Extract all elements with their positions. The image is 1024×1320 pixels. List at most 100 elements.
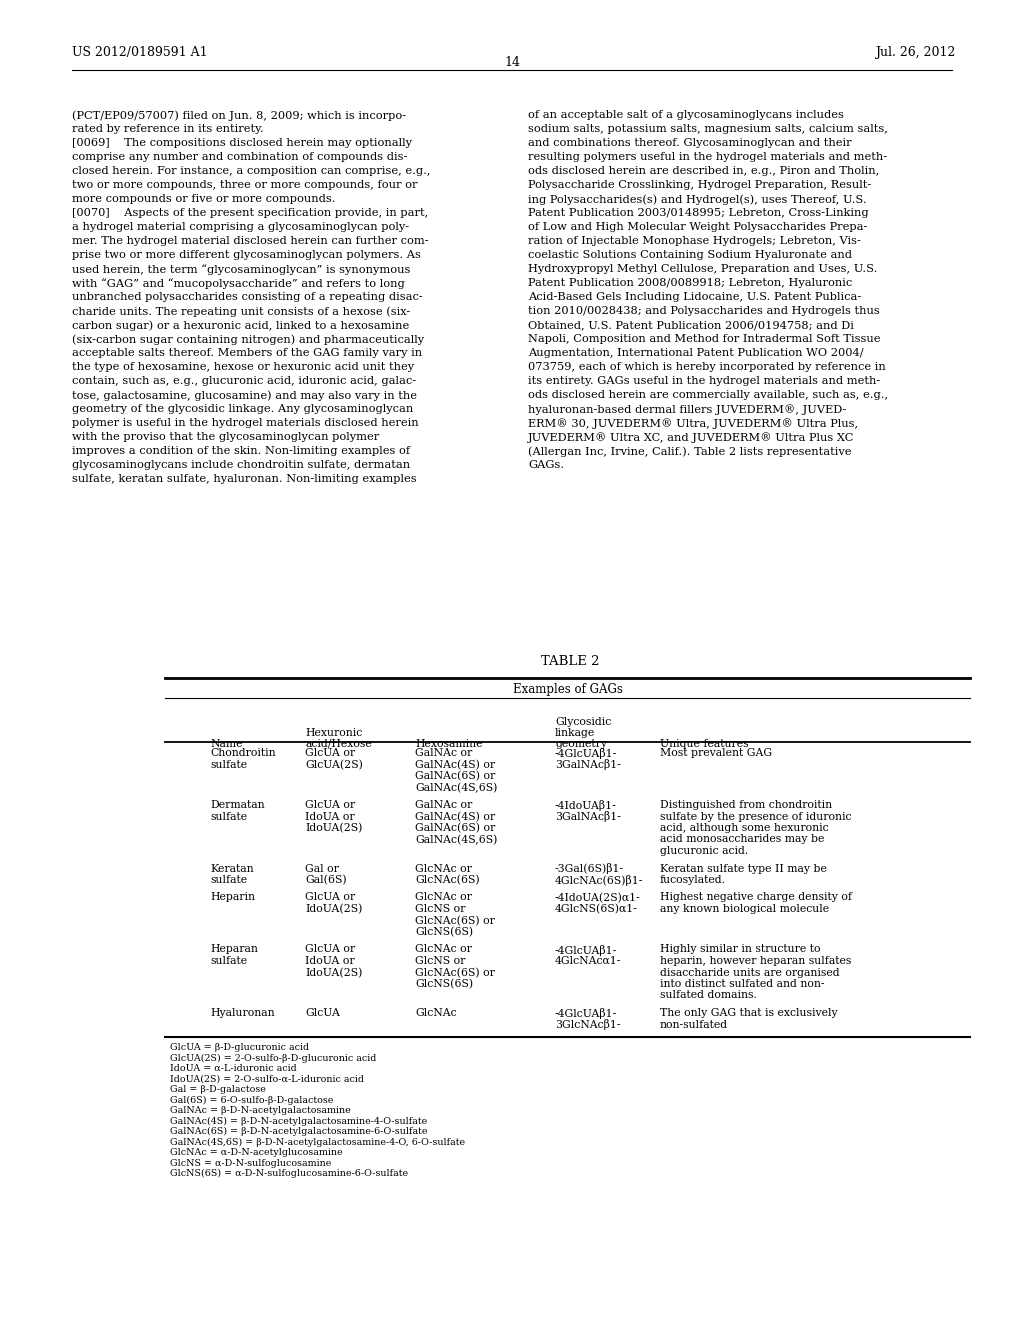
Text: used herein, the term “glycosaminoglycan” is synonymous: used herein, the term “glycosaminoglycan… xyxy=(72,264,411,275)
Text: 4GlcNS(6S)α1-: 4GlcNS(6S)α1- xyxy=(555,904,638,915)
Text: GlcNS(6S) = α-D-N-sulfoglucosamine-6-O-sulfate: GlcNS(6S) = α-D-N-sulfoglucosamine-6-O-s… xyxy=(170,1170,409,1179)
Text: Distinguished from chondroitin: Distinguished from chondroitin xyxy=(660,800,833,810)
Text: IdoUA(2S): IdoUA(2S) xyxy=(305,904,362,915)
Text: Chondroitin: Chondroitin xyxy=(210,748,275,758)
Text: -4GlcUAβ1-: -4GlcUAβ1- xyxy=(555,748,617,759)
Text: ration of Injectable Monophase Hydrogels; Lebreton, Vis-: ration of Injectable Monophase Hydrogels… xyxy=(528,236,861,246)
Text: GalNAc(4S) or: GalNAc(4S) or xyxy=(415,759,496,770)
Text: -4GlcUAβ1-: -4GlcUAβ1- xyxy=(555,945,617,956)
Text: Highest negative charge density of: Highest negative charge density of xyxy=(660,892,852,903)
Text: sulfate: sulfate xyxy=(210,759,247,770)
Text: 3GalNAcβ1-: 3GalNAcβ1- xyxy=(555,812,621,822)
Text: 14: 14 xyxy=(504,55,520,69)
Text: carbon sugar) or a hexuronic acid, linked to a hexosamine: carbon sugar) or a hexuronic acid, linke… xyxy=(72,319,410,330)
Text: Name: Name xyxy=(210,739,243,748)
Text: of Low and High Molecular Weight Polysaccharides Prepa-: of Low and High Molecular Weight Polysac… xyxy=(528,222,867,232)
Text: closed herein. For instance, a composition can comprise, e.g.,: closed herein. For instance, a compositi… xyxy=(72,166,430,176)
Text: Augmentation, International Patent Publication WO 2004/: Augmentation, International Patent Publi… xyxy=(528,348,863,358)
Text: Obtained, U.S. Patent Publication 2006/0194758; and Di: Obtained, U.S. Patent Publication 2006/0… xyxy=(528,319,854,330)
Text: Hexosamine: Hexosamine xyxy=(415,739,482,748)
Text: GalNAc = β-D-N-acetylgalactosamine: GalNAc = β-D-N-acetylgalactosamine xyxy=(170,1106,351,1115)
Text: its entirety. GAGs useful in the hydrogel materials and meth-: its entirety. GAGs useful in the hydroge… xyxy=(528,376,881,385)
Text: sulfate: sulfate xyxy=(210,812,247,821)
Text: GalNAc(4S,6S): GalNAc(4S,6S) xyxy=(415,834,498,845)
Text: GalNAc(6S) = β-D-N-acetylgalactosamine-6-O-sulfate: GalNAc(6S) = β-D-N-acetylgalactosamine-6… xyxy=(170,1127,427,1137)
Text: JUVEDERM® Ultra XC, and JUVEDERM® Ultra Plus XC: JUVEDERM® Ultra XC, and JUVEDERM® Ultra … xyxy=(528,432,854,442)
Text: US 2012/0189591 A1: US 2012/0189591 A1 xyxy=(72,46,208,59)
Text: GalNAc(4S) = β-D-N-acetylgalactosamine-4-O-sulfate: GalNAc(4S) = β-D-N-acetylgalactosamine-4… xyxy=(170,1117,427,1126)
Text: [0069]    The compositions disclosed herein may optionally: [0069] The compositions disclosed herein… xyxy=(72,139,412,148)
Text: GlcNS or: GlcNS or xyxy=(415,904,465,913)
Text: GlcUA = β-D-glucuronic acid: GlcUA = β-D-glucuronic acid xyxy=(170,1043,309,1052)
Text: 4GlcNAc(6S)β1-: 4GlcNAc(6S)β1- xyxy=(555,875,643,886)
Text: Keratan sulfate type II may be: Keratan sulfate type II may be xyxy=(660,863,826,874)
Text: Keratan: Keratan xyxy=(210,863,254,874)
Text: GlcUA or: GlcUA or xyxy=(305,748,355,758)
Text: GlcNAc or: GlcNAc or xyxy=(415,892,472,903)
Text: charide units. The repeating unit consists of a hexose (six-: charide units. The repeating unit consis… xyxy=(72,306,411,317)
Text: 3GlcNAcβ1-: 3GlcNAcβ1- xyxy=(555,1019,621,1031)
Text: GlcUA or: GlcUA or xyxy=(305,800,355,810)
Text: the type of hexosamine, hexose or hexuronic acid unit they: the type of hexosamine, hexose or hexuro… xyxy=(72,362,414,372)
Text: improves a condition of the skin. Non-limiting examples of: improves a condition of the skin. Non-li… xyxy=(72,446,411,455)
Text: Highly similar in structure to: Highly similar in structure to xyxy=(660,945,820,954)
Text: [0070]    Aspects of the present specification provide, in part,: [0070] Aspects of the present specificat… xyxy=(72,209,428,218)
Text: prise two or more different glycosaminoglycan polymers. As: prise two or more different glycosaminog… xyxy=(72,249,421,260)
Text: sulfate: sulfate xyxy=(210,875,247,884)
Text: Patent Publication 2003/0148995; Lebreton, Cross-Linking: Patent Publication 2003/0148995; Lebreto… xyxy=(528,209,868,218)
Text: GlcUA or: GlcUA or xyxy=(305,892,355,903)
Text: GlcNAc or: GlcNAc or xyxy=(415,945,472,954)
Text: tose, galactosamine, glucosamine) and may also vary in the: tose, galactosamine, glucosamine) and ma… xyxy=(72,389,417,400)
Text: IdoUA = α-L-iduronic acid: IdoUA = α-L-iduronic acid xyxy=(170,1064,297,1073)
Text: disaccharide units are organised: disaccharide units are organised xyxy=(660,968,840,978)
Text: glycosaminoglycans include chondroitin sulfate, dermatan: glycosaminoglycans include chondroitin s… xyxy=(72,459,411,470)
Text: IdoUA or: IdoUA or xyxy=(305,956,354,966)
Text: -3Gal(6S)β1-: -3Gal(6S)β1- xyxy=(555,863,624,874)
Text: (PCT/EP09/57007) filed on Jun. 8, 2009; which is incorpo-: (PCT/EP09/57007) filed on Jun. 8, 2009; … xyxy=(72,110,407,120)
Text: into distinct sulfated and non-: into distinct sulfated and non- xyxy=(660,979,824,989)
Text: GlcUA or: GlcUA or xyxy=(305,945,355,954)
Text: GalNAc(4S,6S): GalNAc(4S,6S) xyxy=(415,783,498,793)
Text: Patent Publication 2008/0089918; Lebreton, Hyaluronic: Patent Publication 2008/0089918; Lebreto… xyxy=(528,279,852,288)
Text: Examples of GAGs: Examples of GAGs xyxy=(513,682,623,696)
Text: ERM® 30, JUVEDERM® Ultra, JUVEDERM® Ultra Plus,: ERM® 30, JUVEDERM® Ultra, JUVEDERM® Ultr… xyxy=(528,418,858,429)
Text: Hydroxypropyl Methyl Cellulose, Preparation and Uses, U.S.: Hydroxypropyl Methyl Cellulose, Preparat… xyxy=(528,264,878,275)
Text: Acid-Based Gels Including Lidocaine, U.S. Patent Publica-: Acid-Based Gels Including Lidocaine, U.S… xyxy=(528,292,861,302)
Text: GlcNAc = α-D-N-acetylglucosamine: GlcNAc = α-D-N-acetylglucosamine xyxy=(170,1148,343,1158)
Text: GalNAc or: GalNAc or xyxy=(415,800,472,810)
Text: -4IdoUAβ1-: -4IdoUAβ1- xyxy=(555,800,616,810)
Text: sulfate by the presence of iduronic: sulfate by the presence of iduronic xyxy=(660,812,852,821)
Text: fucosylated.: fucosylated. xyxy=(660,875,726,884)
Text: and combinations thereof. Glycosaminoglycan and their: and combinations thereof. Glycosaminogly… xyxy=(528,139,852,148)
Text: with the proviso that the glycosaminoglycan polymer: with the proviso that the glycosaminogly… xyxy=(72,432,379,442)
Text: ods disclosed herein are described in, e.g., Piron and Tholin,: ods disclosed herein are described in, e… xyxy=(528,166,880,176)
Text: IdoUA(2S) = 2-O-sulfo-α-L-iduronic acid: IdoUA(2S) = 2-O-sulfo-α-L-iduronic acid xyxy=(170,1074,364,1084)
Text: GlcNS(6S): GlcNS(6S) xyxy=(415,979,473,989)
Text: Jul. 26, 2012: Jul. 26, 2012 xyxy=(874,46,955,59)
Text: glucuronic acid.: glucuronic acid. xyxy=(660,846,749,855)
Text: acceptable salts thereof. Members of the GAG family vary in: acceptable salts thereof. Members of the… xyxy=(72,348,422,358)
Text: TABLE 2: TABLE 2 xyxy=(541,655,599,668)
Text: Gal(6S): Gal(6S) xyxy=(305,875,347,886)
Text: tion 2010/0028438; and Polysaccharides and Hydrogels thus: tion 2010/0028438; and Polysaccharides a… xyxy=(528,306,880,315)
Text: IdoUA(2S): IdoUA(2S) xyxy=(305,822,362,833)
Text: -4GlcUAβ1-: -4GlcUAβ1- xyxy=(555,1008,617,1019)
Text: IdoUA or: IdoUA or xyxy=(305,812,354,821)
Text: a hydrogel material comprising a glycosaminoglycan poly-: a hydrogel material comprising a glycosa… xyxy=(72,222,410,232)
Text: Heparan: Heparan xyxy=(210,945,258,954)
Text: comprise any number and combination of compounds dis-: comprise any number and combination of c… xyxy=(72,152,408,162)
Text: Dermatan: Dermatan xyxy=(210,800,264,810)
Text: GlcNS(6S): GlcNS(6S) xyxy=(415,927,473,937)
Text: GalNAc(4S,6S) = β-D-N-acetylgalactosamine-4-O, 6-O-sulfate: GalNAc(4S,6S) = β-D-N-acetylgalactosamin… xyxy=(170,1138,465,1147)
Text: two or more compounds, three or more compounds, four or: two or more compounds, three or more com… xyxy=(72,180,418,190)
Text: of an acceptable salt of a glycosaminoglycans includes: of an acceptable salt of a glycosaminogl… xyxy=(528,110,844,120)
Text: 3GalNAcβ1-: 3GalNAcβ1- xyxy=(555,759,621,771)
Text: GlcNAc(6S) or: GlcNAc(6S) or xyxy=(415,968,495,978)
Text: GlcNAc or: GlcNAc or xyxy=(415,863,472,874)
Text: Hyaluronan: Hyaluronan xyxy=(210,1008,274,1018)
Text: geometry of the glycosidic linkage. Any glycosaminoglycan: geometry of the glycosidic linkage. Any … xyxy=(72,404,414,414)
Text: GlcNAc(6S): GlcNAc(6S) xyxy=(415,875,479,886)
Text: (Allergan Inc, Irvine, Calif.). Table 2 lists representative: (Allergan Inc, Irvine, Calif.). Table 2 … xyxy=(528,446,852,457)
Text: GlcNAc(6S) or: GlcNAc(6S) or xyxy=(415,916,495,925)
Text: Gal = β-D-galactose: Gal = β-D-galactose xyxy=(170,1085,266,1094)
